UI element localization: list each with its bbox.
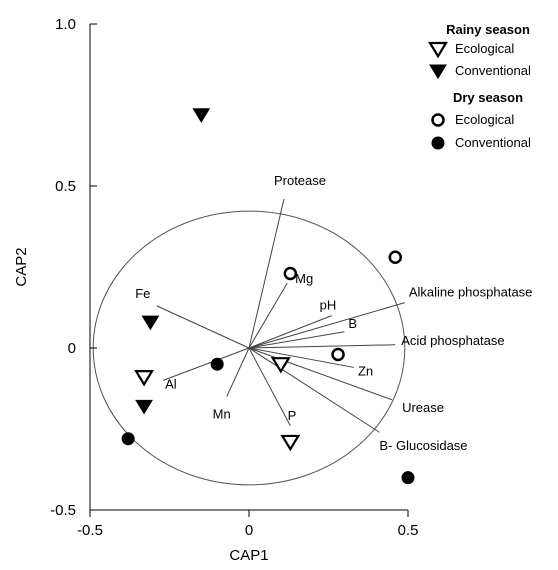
data-point-circle-open — [331, 347, 345, 362]
vector-label-alkaline-phosphatase: Alkaline phosphatase — [409, 285, 533, 300]
legend-marker-circle-filled — [431, 136, 445, 150]
data-point-circle-filled — [401, 471, 415, 485]
vector-label-urease: Urease — [402, 400, 444, 415]
x-tick-label: 0 — [245, 522, 253, 539]
y-tick-label: 1.0 — [55, 16, 76, 33]
vector-label-b-glucosidase: B- Glucosidase — [379, 438, 467, 453]
vector-label-zn: Zn — [358, 363, 373, 378]
vector-label-ph: pH — [320, 298, 337, 313]
x-axis-title: CAP1 — [229, 547, 268, 564]
legend-item-label: Conventional — [455, 63, 531, 78]
vector-mg — [248, 282, 288, 349]
vector-zn — [248, 347, 355, 368]
vector-mn — [226, 347, 250, 397]
y-tick-label: -0.5 — [50, 502, 76, 519]
vector-protease — [248, 198, 285, 349]
vector-label-mn: Mn — [213, 407, 231, 422]
y-tick-label: 0 — [68, 340, 76, 357]
data-point-triangle-down-filled — [192, 108, 211, 123]
data-point-triangle-down-open — [280, 434, 301, 452]
legend-item-label: Ecological — [455, 112, 514, 127]
vector-label-protease: Protease — [274, 173, 326, 188]
vector-label-p: P — [288, 408, 297, 423]
legend-marker-triangle-down-filled — [429, 64, 447, 80]
vector-label-acid-phosphatase: Acid phosphatase — [401, 333, 504, 348]
y-tick-label: 0.5 — [55, 178, 76, 195]
vector-b — [248, 331, 345, 349]
legend-group-title: Dry season — [453, 90, 523, 105]
x-tick-label: -0.5 — [77, 522, 103, 539]
vector-acid-phosphatase — [248, 344, 396, 349]
vector-fe — [156, 305, 250, 349]
x-tick-label: 0.5 — [398, 522, 419, 539]
data-point-triangle-down-open — [134, 370, 155, 387]
data-point-triangle-down-open — [270, 357, 291, 374]
data-point-circle-filled — [210, 357, 224, 371]
vector-label-b: B — [348, 316, 357, 331]
y-axis-title: CAP2 — [13, 247, 30, 286]
legend-marker-triangle-down-open — [428, 41, 448, 59]
legend-item-label: Ecological — [455, 41, 514, 56]
vector-urease — [248, 347, 393, 401]
legend-group-title: Rainy season — [446, 22, 530, 37]
data-point-triangle-down-filled — [141, 315, 160, 331]
vector-label-fe: Fe — [135, 286, 150, 301]
vector-p — [248, 347, 291, 426]
data-point-circle-open — [388, 250, 403, 265]
vector-b-glucosidase — [248, 347, 380, 433]
vector-ph — [248, 315, 332, 349]
data-point-circle-open — [283, 266, 298, 281]
vector-label-al: Al — [165, 376, 177, 391]
data-point-circle-filled — [121, 432, 135, 446]
legend-item-label: Conventional — [455, 135, 531, 150]
vector-al — [162, 347, 250, 381]
legend-marker-circle-open — [431, 113, 445, 127]
vector-alkaline-phosphatase — [248, 302, 405, 349]
data-point-triangle-down-filled — [135, 399, 153, 415]
vector-label-mg: Mg — [295, 271, 313, 286]
